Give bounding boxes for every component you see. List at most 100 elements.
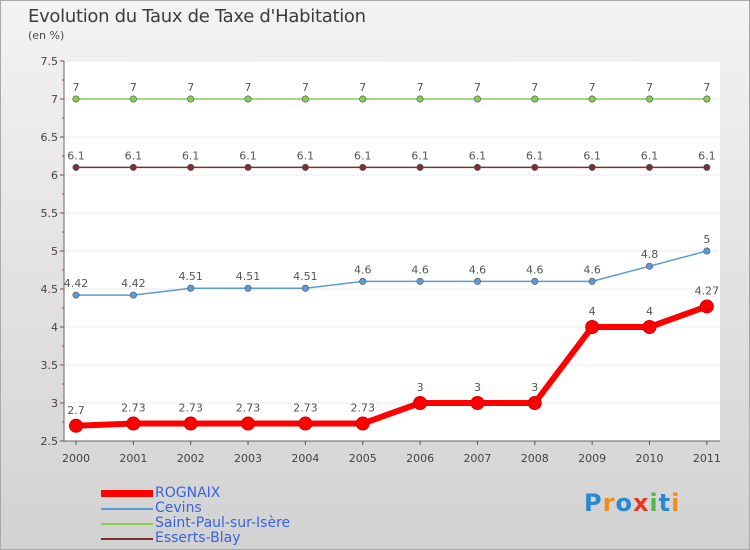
data-point: [531, 95, 539, 103]
logo-letter: i: [671, 489, 681, 517]
data-label: 6.1: [641, 149, 659, 162]
data-point: [473, 95, 481, 103]
data-point: [355, 416, 370, 431]
y-tick-label: 5.5: [41, 207, 59, 220]
data-label: 2.73: [121, 402, 146, 415]
x-tick-label: 2010: [636, 452, 664, 465]
data-point: [699, 299, 714, 314]
y-tick-label: 4.5: [41, 283, 59, 296]
data-point: [645, 163, 653, 171]
data-label: 4.6: [411, 263, 429, 276]
y-tick-label: 4: [51, 321, 58, 334]
data-label: 6.1: [526, 149, 544, 162]
chart-title: Evolution du Taux de Taxe d'Habitation: [28, 6, 366, 27]
data-point: [416, 163, 424, 171]
data-point: [187, 95, 195, 103]
x-tick-label: 2009: [578, 452, 606, 465]
data-label: 6.1: [698, 149, 716, 162]
logo-letter: o: [615, 489, 633, 517]
data-label: 2.73: [178, 402, 203, 415]
data-point: [642, 320, 657, 334]
series-line-cevins: [76, 250, 708, 296]
data-label: 7: [73, 81, 80, 94]
x-tick-label: 2003: [234, 452, 262, 465]
data-point: [301, 163, 309, 171]
data-point: [703, 247, 711, 255]
data-point: [301, 95, 309, 103]
data-label: 4.6: [354, 263, 372, 276]
data-point: [72, 163, 80, 171]
x-tick-label: 2001: [119, 452, 147, 465]
data-label: 7: [417, 81, 424, 94]
legend-label-saint-paul: Saint-Paul-sur-Isère: [155, 515, 291, 531]
data-label: 6.1: [182, 149, 200, 162]
data-point: [473, 277, 481, 285]
y-tick-label: 6: [51, 169, 58, 182]
data-point: [359, 277, 367, 285]
data-point: [416, 277, 424, 285]
data-label: 7: [589, 81, 596, 94]
y-tick-label: 3: [51, 397, 58, 410]
data-point: [72, 291, 80, 299]
data-point: [531, 277, 539, 285]
y-tick-label: 6.5: [41, 131, 59, 144]
data-label: 2.73: [236, 402, 261, 415]
data-label: 7: [646, 81, 653, 94]
data-point: [588, 163, 596, 171]
data-point: [413, 396, 428, 410]
data-label: 7: [187, 81, 194, 94]
data-point: [244, 95, 252, 103]
data-label: 4: [589, 305, 596, 318]
data-point: [187, 163, 195, 171]
data-label: 2.7: [67, 404, 85, 417]
x-tick-label: 2002: [177, 452, 205, 465]
data-label: 7: [130, 81, 137, 94]
legend-label-rognaix: ROGNAIX: [155, 485, 221, 501]
data-label: 4.6: [526, 263, 544, 276]
data-point: [703, 163, 711, 171]
data-label: 4.8: [641, 248, 659, 261]
data-label: 4.51: [236, 270, 261, 283]
x-tick-label: 2004: [291, 452, 319, 465]
data-label: 2.73: [293, 402, 318, 415]
data-label: 7: [531, 81, 538, 94]
data-label: 6.1: [297, 149, 315, 162]
data-label: 4.27: [695, 284, 720, 297]
data-point: [588, 95, 596, 103]
y-tick-label: 7.5: [41, 55, 59, 68]
y-tick-label: 5: [51, 245, 58, 258]
x-tick-label: 2007: [463, 452, 491, 465]
logo-letter: i: [649, 489, 659, 517]
data-point: [588, 277, 596, 285]
data-label: 7: [302, 81, 309, 94]
x-tick-label: 2000: [62, 452, 90, 465]
data-label: 4.51: [293, 270, 318, 283]
data-point: [129, 163, 137, 171]
data-point: [645, 262, 653, 270]
data-label: 6.1: [583, 149, 601, 162]
data-point: [531, 163, 539, 171]
data-point: [359, 95, 367, 103]
data-label: 3: [417, 381, 424, 394]
data-point: [72, 95, 80, 103]
data-point: [645, 95, 653, 103]
y-tick-label: 7: [51, 93, 58, 106]
data-point: [241, 416, 256, 431]
data-point: [473, 163, 481, 171]
data-point: [187, 284, 195, 292]
data-point: [703, 95, 711, 103]
data-point: [527, 396, 542, 410]
legend-label-esserts-blay: Esserts-Blay: [155, 530, 241, 546]
logo-letter: t: [658, 489, 672, 517]
data-label: 4.42: [121, 277, 146, 290]
data-point: [585, 320, 600, 334]
data-label: 3: [474, 381, 481, 394]
logo-letter: r: [602, 489, 616, 517]
series-line-rognaix: [75, 303, 708, 429]
data-point: [470, 396, 485, 410]
data-label: 5: [703, 233, 710, 246]
data-point: [126, 416, 141, 431]
data-point: [301, 284, 309, 292]
